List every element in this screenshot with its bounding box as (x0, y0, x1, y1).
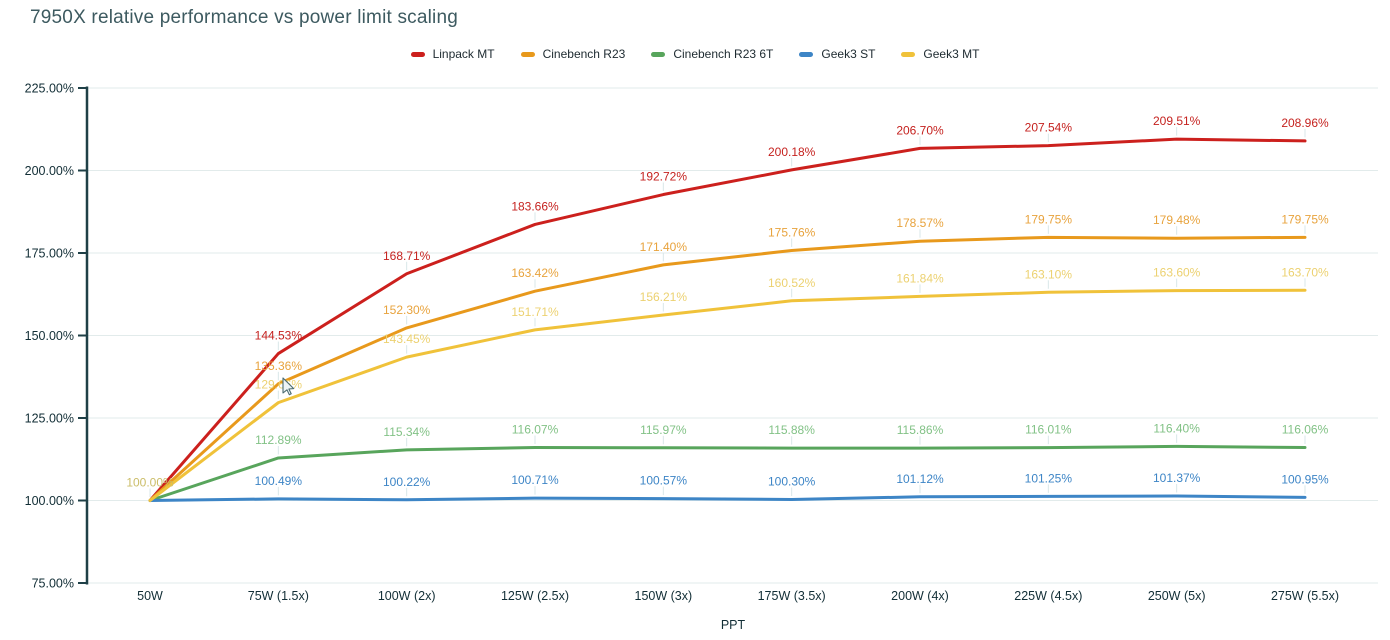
data-label-geek3-mt: 163.60% (1153, 266, 1201, 280)
legend-label: Geek3 MT (923, 47, 980, 61)
x-tick-label: 175W (3.5x) (758, 589, 826, 603)
y-tick-label: 125.00% (25, 412, 74, 426)
data-label-cinebench-r23: 179.75% (1281, 212, 1329, 226)
legend-item-geek3-st[interactable]: Geek3 ST (799, 47, 875, 61)
legend-swatch-linpack-mt (410, 51, 425, 57)
data-label-geek3-mt: 156.21% (640, 290, 688, 304)
legend-item-geek3-mt[interactable]: Geek3 MT (901, 47, 979, 61)
legend: Linpack MT Cinebench R23 Cinebench R23 6T G… (0, 47, 1390, 61)
data-label-cinebench-r23: 175.76% (768, 225, 816, 239)
x-tick-label: 50W (137, 589, 163, 603)
data-label-cinebench-r23: 163.42% (511, 266, 559, 280)
x-tick-label: 275W (5.5x) (1271, 589, 1339, 603)
data-label-cinebench-r23-6t: 116.07% (512, 422, 559, 436)
data-label-linpack-mt: 206.70% (896, 123, 944, 137)
data-label-linpack-mt: 144.53% (255, 329, 303, 343)
y-tick-label: 200.00% (25, 164, 74, 178)
data-label-cinebench-r23: 179.75% (1025, 212, 1073, 226)
legend-swatch-geek3-st (799, 51, 814, 57)
y-tick-label: 175.00% (25, 247, 74, 261)
chart-title: 7950X relative performance vs power limi… (30, 7, 458, 28)
data-label-geek3-st: 100.49% (255, 474, 303, 488)
data-label-geek3-st: 100.95% (1281, 472, 1329, 486)
x-tick-label: 200W (4x) (891, 589, 949, 603)
series-line-cinebench-r23 (148, 235, 1307, 502)
data-label-cinebench-r23-6t: 115.97% (640, 423, 687, 437)
data-label-geek3-st: 100.71% (511, 473, 559, 487)
series-line-geek3-mt (148, 288, 1307, 502)
y-tick-label: 225.00% (25, 82, 74, 96)
data-label-cinebench-r23-6t: 116.40% (1153, 421, 1200, 435)
x-axis-title: PPT (721, 618, 746, 632)
data-label-cinebench-r23: 171.40% (640, 240, 688, 254)
data-label-geek3-mt: 161.84% (896, 271, 944, 285)
legend-label: Cinebench R23 (542, 47, 626, 61)
legend-label: Linpack MT (432, 47, 495, 61)
legend-item-cinebench-r23-6t[interactable]: Cinebench R23 6T (651, 47, 773, 61)
mouse-cursor-icon (282, 377, 295, 396)
x-tick-label: 75W (1.5x) (248, 589, 309, 603)
data-label-geek3-st: 101.12% (896, 472, 944, 486)
x-tick-label: 100W (2x) (378, 589, 436, 603)
data-label-cinebench-r23-6t: 116.06% (1282, 423, 1329, 437)
data-label-geek3-st: 101.25% (1025, 471, 1073, 485)
data-label-geek3-st: 100.30% (768, 475, 816, 489)
legend-item-cinebench-r23[interactable]: Cinebench R23 (520, 47, 626, 61)
y-tick-label: 100.00% (25, 494, 74, 508)
data-label-geek3-mt: 151.71% (511, 305, 559, 319)
data-label-linpack-mt: 192.72% (640, 170, 688, 184)
x-tick-label: 225W (4.5x) (1014, 589, 1082, 603)
legend-swatch-geek3-mt (901, 51, 916, 57)
legend-item-linpack-mt[interactable]: Linpack MT (410, 47, 495, 61)
data-label-linpack-mt: 168.71% (383, 249, 431, 263)
series-line-linpack-mt (148, 137, 1307, 502)
data-label-cinebench-r23-6t: 115.88% (768, 423, 815, 437)
data-label-cinebench-r23-6t: 115.86% (897, 423, 944, 437)
data-label-linpack-mt: 183.66% (511, 199, 559, 213)
data-label-cinebench-r23: 178.57% (896, 216, 944, 230)
legend-swatch-cinebench-r23-6t (651, 51, 666, 57)
data-label-geek3-mt: 143.45% (383, 332, 431, 346)
data-label-geek3-st: 100.22% (383, 475, 431, 489)
y-tick-label: 75.00% (32, 577, 74, 591)
y-tick-label: 150.00% (25, 329, 74, 343)
data-label-geek3-st: 101.37% (1153, 471, 1201, 485)
x-tick-label: 125W (2.5x) (501, 589, 569, 603)
data-label-geek3-mt: 160.52% (768, 276, 816, 290)
data-label-linpack-mt: 200.18% (768, 145, 816, 159)
data-label-linpack-mt: 208.96% (1281, 116, 1329, 130)
legend-label: Geek3 ST (821, 47, 876, 61)
data-label-geek3-mt: 100.00% (126, 476, 174, 490)
data-label-cinebench-r23: 135.36% (255, 359, 303, 373)
data-label-cinebench-r23-6t: 112.89% (255, 433, 302, 447)
data-label-linpack-mt: 207.54% (1025, 121, 1073, 135)
data-label-cinebench-r23-6t: 116.01% (1025, 423, 1072, 437)
data-label-linpack-mt: 209.51% (1153, 114, 1201, 128)
series-line-geek3-st (148, 494, 1307, 502)
data-label-cinebench-r23: 152.30% (383, 303, 431, 317)
data-label-cinebench-r23: 179.48% (1153, 213, 1201, 227)
x-tick-label: 250W (5x) (1148, 589, 1206, 603)
legend-label: Cinebench R23 6T (673, 47, 774, 61)
data-label-geek3-mt: 163.70% (1281, 265, 1329, 279)
legend-swatch-cinebench-r23 (520, 51, 535, 57)
data-label-geek3-mt: 163.10% (1025, 267, 1073, 281)
data-label-cinebench-r23-6t: 115.34% (383, 425, 430, 439)
data-label-geek3-st: 100.57% (640, 474, 688, 488)
x-tick-label: 150W (3x) (635, 589, 693, 603)
data-label-geek3-mt: 129.66% (255, 378, 303, 392)
series-line-cinebench-r23-6t (148, 444, 1307, 502)
